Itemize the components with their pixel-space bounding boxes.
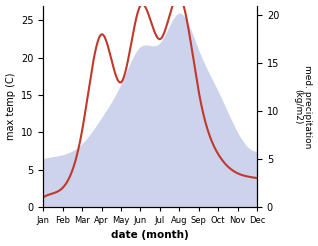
Y-axis label: max temp (C): max temp (C) bbox=[5, 73, 16, 140]
Y-axis label: med. precipitation
(kg/m2): med. precipitation (kg/m2) bbox=[293, 64, 313, 148]
X-axis label: date (month): date (month) bbox=[111, 231, 189, 240]
